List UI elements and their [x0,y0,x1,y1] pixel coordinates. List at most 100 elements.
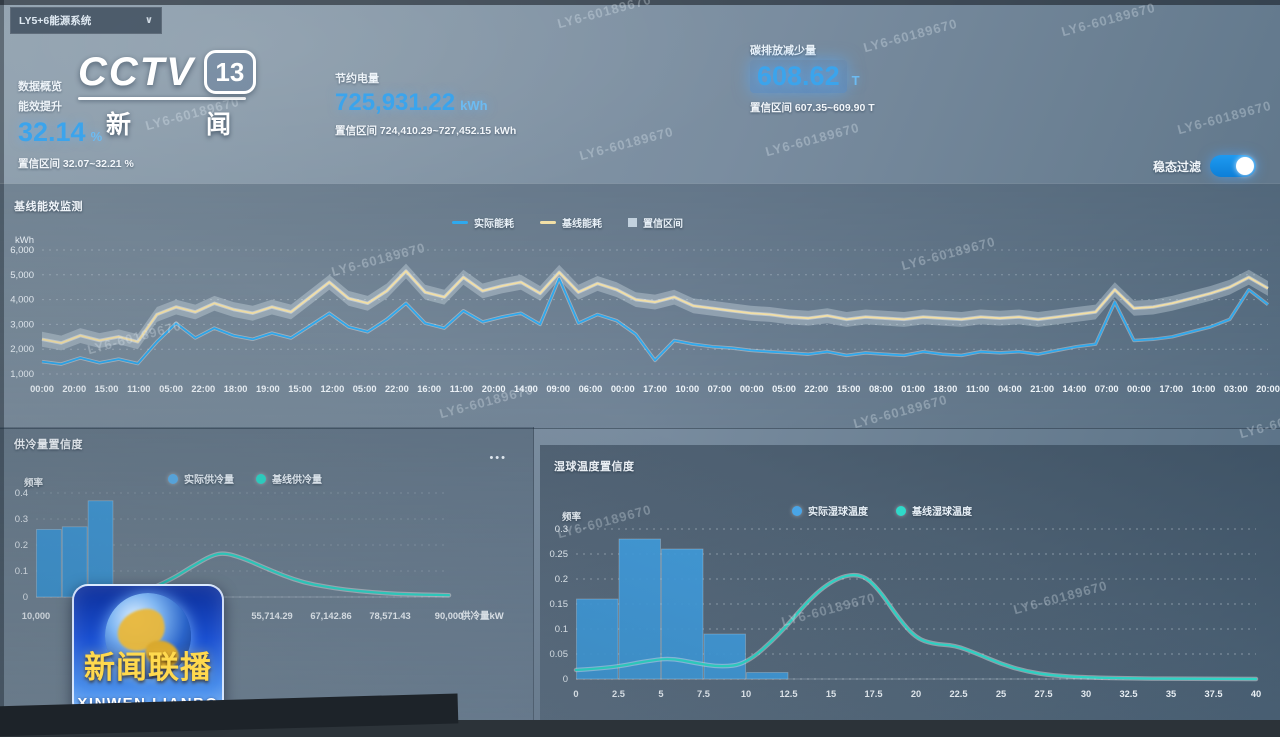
svg-text:37.5: 37.5 [1204,689,1222,699]
dashboard-screen: LY5+6能源系统 ∨ 数据概览 能效提升 32.14% 置信区间 32.07~… [0,0,1280,720]
svg-text:09:00: 09:00 [546,384,570,394]
svg-text:18:00: 18:00 [224,384,248,394]
svg-text:0.15: 0.15 [550,599,569,610]
histogram-bar [703,633,746,680]
metric-confidence-interval: 置信区间 607.35~609.90 T [750,102,875,114]
metric-unit: T [851,73,860,88]
svg-text:10,000: 10,000 [22,611,50,621]
svg-text:00:00: 00:00 [611,384,635,394]
metric-energy-efficiency: 能效提升 32.14% 置信区间 32.07~32.21 % [18,98,134,171]
svg-text:17:00: 17:00 [643,384,667,394]
svg-text:0.3: 0.3 [15,514,28,525]
svg-text:0.2: 0.2 [555,574,568,585]
xinwen-lianbo-program-logo: 新闻联播 XINWEN LIANBO [72,584,224,718]
svg-text:10:00: 10:00 [675,384,699,394]
legend-item-band[interactable]: 置信区间 [628,215,683,230]
svg-text:1,000: 1,000 [10,369,34,380]
screen-edge-top [0,0,1280,5]
svg-text:2,000: 2,000 [10,344,34,355]
actual-energy-line [41,277,1269,366]
legend-item-actual-cooling[interactable]: 实际供冷量 [168,471,234,486]
cctv13-channel-logo: CCTV 13 新 闻 [78,50,265,141]
legend-mark-actual-cooling [168,473,178,484]
y-axis-label: 频率 [24,478,44,489]
svg-text:20:00: 20:00 [1256,384,1280,394]
cctv-logo-underline [78,97,246,100]
svg-text:55,714.29: 55,714.29 [251,611,292,621]
svg-text:10: 10 [741,689,751,699]
svg-text:17:00: 17:00 [1159,384,1183,394]
svg-text:11:00: 11:00 [127,384,150,394]
svg-text:40: 40 [1251,689,1261,699]
baseline-energy-chart: 6,000 5,000 4,000 3,000 2,000 1,000 kWh 00:00 20… [10,235,1280,394]
svg-text:05:00: 05:00 [772,384,796,394]
legend-item-baseline[interactable]: 基线能耗 [540,215,602,230]
svg-text:22:00: 22:00 [191,384,215,394]
y-axis-label: 频率 [562,512,582,523]
section-label: 数据概览 [18,81,62,93]
panel-title: 湿球温度置信度 [554,461,635,473]
confidence-band [42,263,1268,351]
svg-text:20: 20 [911,689,921,699]
metric-confidence-interval: 置信区间 724,410.29~727,452.15 kWh [335,125,517,137]
steady-state-filter: 稳态过滤 [1153,155,1256,177]
video-watermark: LY6-60189670 [1175,97,1274,138]
legend-mark-baseline-cooling [256,473,266,484]
system-selector-dropdown[interactable]: LY5+6能源系统 ∨ [10,7,162,34]
svg-text:0.1: 0.1 [15,566,28,577]
system-selector-label: LY5+6能源系统 [19,15,92,27]
svg-text:06:00: 06:00 [579,384,603,394]
svg-text:35: 35 [1166,689,1176,699]
svg-text:7.5: 7.5 [697,689,710,699]
svg-text:20:00: 20:00 [62,384,86,394]
svg-text:00:00: 00:00 [30,384,54,394]
svg-text:4,000: 4,000 [10,295,34,306]
legend-item-actual-wetbulb[interactable]: 实际湿球温度 [792,503,868,518]
legend-item-baseline-cooling[interactable]: 基线供冷量 [256,471,322,486]
histogram-bar [36,529,62,598]
svg-text:0: 0 [563,674,568,685]
wetbulb-confidence-chart: 0.3 0.25 0.2 0.15 0.1 0.05 00 2.5 5 7.5 10 12.5 15 17… [550,524,1262,699]
svg-text:22:00: 22:00 [804,384,828,394]
toggle-knob [1236,157,1254,175]
histogram-bar [87,500,114,598]
svg-text:5,000: 5,000 [10,270,34,281]
metric-carbon-reduction: 碳排放减少量 608.62 T 置信区间 607.35~609.90 T [750,42,875,115]
legend-mark-actual-wetbulb [792,505,802,516]
svg-text:25: 25 [996,689,1006,699]
legend-item-actual[interactable]: 实际能耗 [452,215,514,230]
filter-toggle-switch[interactable] [1210,155,1256,177]
metric-value: 725,931.22 kWh [335,89,488,116]
legend-mark-baseline-wetbulb [896,505,906,516]
histogram-bar [661,548,704,680]
svg-text:15: 15 [826,689,836,699]
svg-text:11:00: 11:00 [966,384,989,394]
legend-mark-actual [452,221,468,224]
metric-label: 节约电量 [335,73,379,85]
more-options-button[interactable]: ••• [489,452,507,464]
legend-item-baseline-wetbulb[interactable]: 基线湿球温度 [896,503,972,518]
video-watermark: LY6-60189670 [861,15,960,56]
main-chart-legend: 实际能耗 基线能耗 置信区间 [452,215,683,230]
video-watermark: LY6-60189670 [1059,0,1158,40]
svg-text:0.05: 0.05 [550,649,569,660]
cooling-legend: 实际供冷量 基线供冷量 [168,471,322,486]
svg-text:17.5: 17.5 [864,689,882,699]
svg-text:20:00: 20:00 [482,384,506,394]
svg-text:90,000: 90,000 [435,611,463,621]
svg-text:07:00: 07:00 [708,384,732,394]
channel-number-badge: 13 [203,50,256,94]
panel-title: 供冷量置信度 [14,439,83,451]
svg-text:0: 0 [573,689,578,699]
svg-text:14:00: 14:00 [1063,384,1087,394]
svg-text:kWh: kWh [15,235,34,246]
metric-value: 32.14% [18,117,103,147]
svg-text:04:00: 04:00 [998,384,1022,394]
svg-text:12.5: 12.5 [779,689,797,699]
svg-text:30: 30 [1081,689,1091,699]
svg-text:78,571.43: 78,571.43 [369,611,410,621]
cooling-confidence-chart: 0.4 0.3 0.2 0.1 0 10,000 55,714.29 67,142.86 78,… [15,488,504,622]
svg-text:0.1: 0.1 [555,624,568,635]
svg-text:10:00: 10:00 [1192,384,1216,394]
tv-frame: LY5+6能源系统 ∨ 数据概览 能效提升 32.14% 置信区间 32.07~… [0,0,1280,720]
